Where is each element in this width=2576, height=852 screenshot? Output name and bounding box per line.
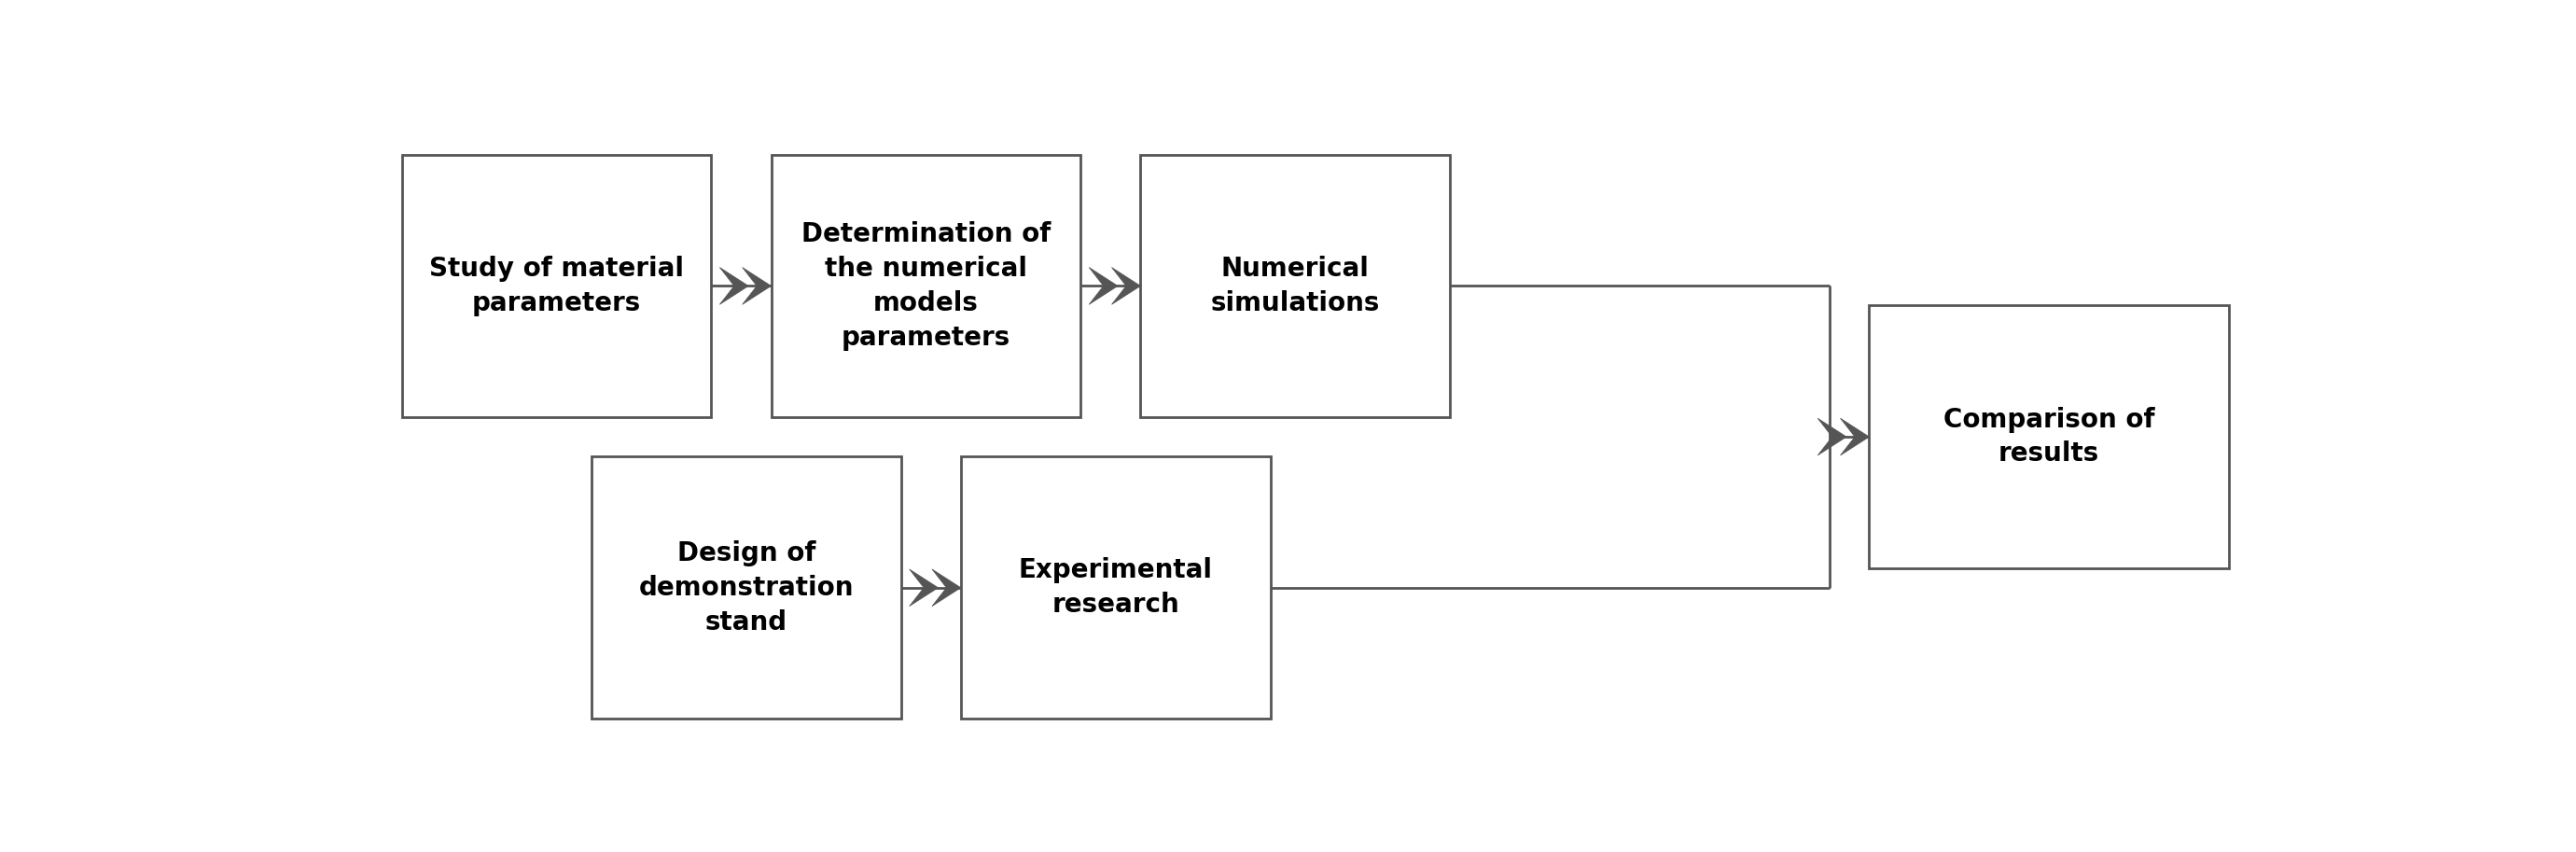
Polygon shape [1819, 418, 1847, 455]
Bar [770, 155, 1082, 417]
Text: Study of material
parameters: Study of material parameters [430, 256, 685, 316]
Text: Design of
demonstration
stand: Design of demonstration stand [639, 540, 853, 635]
Bar [1870, 306, 2228, 568]
Polygon shape [909, 569, 938, 607]
Polygon shape [742, 268, 770, 304]
Text: Experimental
research: Experimental research [1018, 557, 1213, 618]
Polygon shape [1090, 268, 1118, 304]
Bar [592, 457, 902, 719]
Polygon shape [1839, 418, 1870, 455]
Bar [961, 457, 1270, 719]
Text: Numerical
simulations: Numerical simulations [1211, 256, 1381, 316]
Polygon shape [719, 268, 750, 304]
Polygon shape [1113, 268, 1141, 304]
Polygon shape [933, 569, 961, 607]
Bar [1141, 155, 1450, 417]
Bar [402, 155, 711, 417]
Text: Determination of
the numerical
models
parameters: Determination of the numerical models pa… [801, 222, 1051, 350]
Text: Comparison of
results: Comparison of results [1942, 406, 2154, 467]
